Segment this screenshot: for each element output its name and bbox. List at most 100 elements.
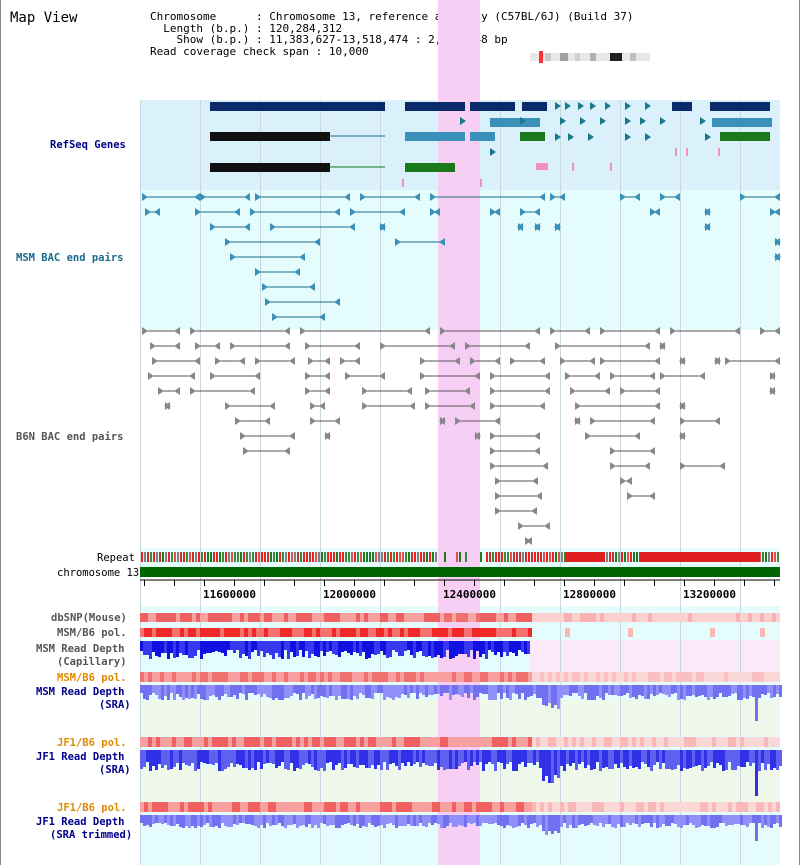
depth-bar xyxy=(464,641,467,654)
depth-bar xyxy=(398,685,401,698)
depth-bar xyxy=(344,641,347,651)
track-label-msm-depth-capillary[interactable]: MSM Read Depth xyxy=(36,643,125,655)
bac-end-arrow xyxy=(544,522,550,530)
dbsnp-segment xyxy=(736,613,740,622)
track-label-jf1-depth-sra[interactable]: JF1 Read Depth xyxy=(36,751,125,763)
dbsnp-segment xyxy=(400,613,404,622)
depth-bar xyxy=(362,641,365,652)
jf1-pol-segment xyxy=(544,737,548,747)
depth-bar xyxy=(770,685,773,698)
msm-pol-segment xyxy=(288,628,292,637)
depth-bar xyxy=(650,750,653,771)
jf1-pol2-segment xyxy=(556,802,560,812)
depth-bar xyxy=(266,750,269,763)
dbsnp-segment xyxy=(228,613,232,622)
track-label-msm-depth-sra[interactable]: MSM Read Depth xyxy=(36,686,125,698)
jf1-pol-segment xyxy=(612,737,616,747)
depth-bar xyxy=(734,750,737,770)
dbsnp-segment xyxy=(256,613,260,622)
depth-bar xyxy=(200,750,203,762)
track-label-jf1-b6-pol[interactable]: JF1/B6 pol. xyxy=(57,737,127,749)
bac-end-arrow xyxy=(654,357,660,365)
jf1-pol2-segment xyxy=(340,802,344,812)
depth-bar xyxy=(395,685,398,697)
depth-bar xyxy=(419,685,422,693)
track-label-msm-bac[interactable]: MSM BAC end pairs xyxy=(16,252,124,264)
bac-end-arrow xyxy=(510,357,516,365)
depth-bar xyxy=(179,750,182,770)
bac-end-arrow xyxy=(142,327,148,335)
depth-bar xyxy=(425,815,428,827)
jf1-pol2-segment xyxy=(488,802,492,812)
track-label-refseq-genes[interactable]: RefSeq Genes xyxy=(50,139,126,151)
gene-tick xyxy=(686,148,688,156)
dbsnp-segment xyxy=(368,613,372,622)
repeat-mark xyxy=(387,552,389,562)
repeat-mark xyxy=(171,552,173,562)
depth-bar xyxy=(671,815,674,823)
jf1-pol2-segment xyxy=(308,802,312,812)
repeat-mark xyxy=(534,552,536,562)
jf1-pol-segment xyxy=(256,737,260,747)
depth-bar xyxy=(167,815,170,825)
jf1-pol2-segment xyxy=(268,802,272,812)
msm-pol-segment xyxy=(244,628,248,637)
track-label-dbsnp[interactable]: dbSNP(Mouse) xyxy=(51,612,127,624)
track-label-jf1-depth-trimmed[interactable]: JF1 Read Depth xyxy=(36,816,125,828)
track-label-b6n-bac[interactable]: B6N BAC end pairs xyxy=(16,431,124,443)
msm-pol2-segment xyxy=(200,672,204,682)
depth-bar xyxy=(647,750,650,767)
bac-end-arrow xyxy=(610,447,616,455)
depth-bar xyxy=(512,750,515,771)
track-label-msm-b6-pol[interactable]: MSM/B6 pol. xyxy=(57,627,127,639)
depth-bar xyxy=(233,641,236,653)
dbsnp-segment xyxy=(684,613,688,622)
depth-bar xyxy=(572,815,575,828)
repeat-mark xyxy=(273,552,275,562)
depth-bar xyxy=(764,685,767,695)
depth-bar xyxy=(527,685,530,697)
msm-pol2-segment xyxy=(540,672,544,682)
repeat-mark xyxy=(231,552,233,562)
bac-end-arrow xyxy=(534,208,540,216)
track-label-repeat[interactable]: Repeat xyxy=(97,552,135,564)
bac-end-arrow xyxy=(495,507,501,515)
track-label-msm-b6-pol-2[interactable]: MSM/B6 pol. xyxy=(57,672,127,684)
track-label-jf1-b6-pol-2[interactable]: JF1/B6 pol. xyxy=(57,802,127,814)
bac-end-arrow xyxy=(650,208,656,216)
jf1-pol-segment xyxy=(432,737,436,747)
depth-bar xyxy=(272,750,275,764)
repeat-mark xyxy=(459,552,461,562)
depth-bar xyxy=(560,685,563,698)
jf1-pol-segment xyxy=(152,737,156,747)
depth-bar xyxy=(251,641,254,652)
depth-bar xyxy=(329,685,332,696)
depth-bar xyxy=(191,750,194,763)
dbsnp-segment xyxy=(652,613,656,622)
track-label-chromosome[interactable]: chromosome 13 xyxy=(57,567,140,579)
depth-bar xyxy=(242,685,245,694)
repeat-mark xyxy=(423,552,425,562)
jf1-pol2-segment xyxy=(404,802,408,812)
jf1-pol2-segment xyxy=(612,802,616,812)
jf1-pol2-segment xyxy=(652,802,656,812)
depth-bar xyxy=(341,815,344,825)
depth-bar xyxy=(212,815,215,827)
depth-bar xyxy=(149,750,152,771)
jf1-pol-segment xyxy=(268,737,272,747)
bac-end-arrow xyxy=(644,342,650,350)
depth-bar xyxy=(194,815,197,828)
msm-pol-segment xyxy=(408,628,412,637)
depth-bar xyxy=(773,750,776,768)
dbsnp-segment xyxy=(688,613,692,622)
jf1-pol2-segment xyxy=(744,802,748,812)
msm-pol-segment xyxy=(376,628,380,637)
depth-bar xyxy=(572,750,575,763)
depth-bar xyxy=(296,815,299,828)
depth-bar xyxy=(350,750,353,764)
bac-end-arrow xyxy=(590,417,596,425)
depth-bar xyxy=(146,685,149,700)
depth-bar xyxy=(323,641,326,656)
bac-end-arrow xyxy=(235,417,241,425)
